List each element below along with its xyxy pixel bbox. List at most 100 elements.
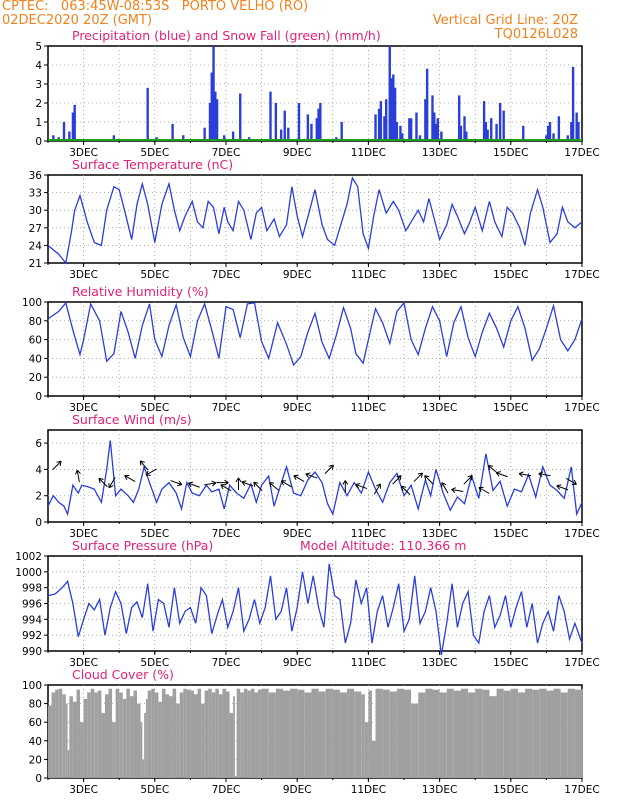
precip-bar	[425, 68, 429, 141]
cloud-bar	[254, 692, 259, 778]
panel-6	[44, 684, 583, 782]
y-tick-label: 992	[22, 630, 42, 642]
precip-bar	[415, 112, 418, 141]
wind-arrow-shaft	[188, 482, 200, 488]
wind-arrow	[204, 480, 217, 487]
x-tick-label: 15DEC	[493, 269, 528, 281]
x-tick-label: 13DEC	[422, 269, 457, 281]
wind-arrow-shaft	[52, 460, 62, 471]
wind-arrow-head	[211, 480, 217, 487]
cloud-bar	[404, 689, 412, 778]
precip-bar	[395, 122, 399, 141]
cloud-bar	[582, 688, 583, 778]
cloud-bar	[94, 692, 98, 778]
wind-arrow-shaft	[441, 482, 449, 494]
cloud-bar	[432, 689, 440, 778]
cloud-bar	[525, 688, 533, 778]
cloud-bar	[65, 703, 68, 778]
x-tick-label: 9DEC	[283, 269, 312, 281]
x-tick-label: 5DEC	[140, 147, 169, 159]
cloud-bar	[240, 692, 244, 778]
x-tick-label: 17DEC	[564, 402, 599, 414]
cloud-bar	[151, 688, 155, 778]
cloud-bar	[97, 690, 102, 778]
cloud-bar	[318, 691, 326, 778]
x-tick-label: 9DEC	[283, 147, 312, 159]
precip-bar	[436, 118, 440, 141]
y-tick-label: 60	[29, 335, 42, 347]
precip-bar	[570, 122, 573, 141]
precip-bar	[73, 104, 76, 141]
cloud-bar	[226, 691, 230, 778]
y-tick-label: 4	[35, 60, 42, 72]
cloud-bar	[354, 691, 362, 778]
wind-arrow-shaft	[241, 481, 254, 487]
wind-arrow-head	[495, 471, 501, 477]
cloud-bar	[211, 692, 216, 778]
cloud-bar	[197, 688, 202, 778]
precip-bar	[208, 103, 212, 141]
panel-1	[44, 45, 583, 145]
wind-arrow	[424, 475, 434, 485]
cloud-bar	[122, 698, 127, 778]
cloud-bar	[72, 701, 77, 778]
wind-arrow-shaft	[269, 482, 280, 491]
precip-bar	[393, 87, 397, 141]
wind-arrow	[187, 481, 200, 488]
cloud-bar	[204, 690, 209, 778]
wind-arrow-head	[139, 460, 145, 466]
precip-bar	[390, 78, 393, 141]
precip-bar	[482, 101, 486, 141]
cloud-bar	[375, 688, 383, 778]
y-tick-label: 33	[29, 188, 42, 200]
precip-bar	[68, 131, 71, 141]
precip-bar	[377, 108, 381, 141]
cloud-bar	[83, 698, 88, 778]
cloud-bar	[158, 701, 162, 778]
panel-title: Surface Temperature (nC)	[72, 157, 233, 172]
cloud-bar	[140, 722, 143, 778]
x-tick-label: 3DEC	[69, 147, 98, 159]
precip-bar	[171, 123, 174, 141]
wind-arrow-shaft	[413, 472, 423, 482]
cloud-bar	[503, 690, 511, 778]
cloud-bar	[218, 694, 223, 778]
cloud-bar	[169, 696, 173, 778]
y-tick-label: 21	[29, 258, 42, 270]
wind-arrow-shaft	[463, 475, 473, 485]
cloud-bar	[161, 688, 166, 778]
panel-frame	[47, 45, 583, 142]
cloud-bar	[311, 688, 319, 778]
cloud-bar	[108, 688, 113, 778]
precip-bar	[409, 118, 413, 141]
cloud-bar	[48, 705, 52, 778]
precip-bar	[408, 118, 411, 141]
y-tick-label: 0	[35, 136, 42, 148]
wind-arrow-head	[280, 480, 287, 486]
x-tick-label: 5DEC	[140, 784, 169, 796]
precip-bar	[546, 125, 550, 141]
y-tick-label: 1000	[15, 567, 42, 579]
precip-bar	[203, 127, 206, 141]
precip-bar	[214, 91, 217, 141]
precip-bar	[392, 74, 395, 141]
wind-arrow-shaft	[401, 485, 411, 496]
precip-bar	[374, 114, 377, 141]
wind-arrow-shaft	[392, 475, 402, 485]
precip-bar	[315, 118, 318, 141]
wind-arrow-head	[401, 485, 407, 491]
cloud-bar	[364, 722, 369, 778]
wind-arrow-shaft	[424, 475, 434, 485]
precip-bar	[490, 118, 493, 141]
x-tick-label: 9DEC	[283, 528, 312, 540]
wind-arrow-head	[467, 475, 473, 481]
x-tick-label: 7DEC	[212, 147, 241, 159]
precip-bar	[274, 103, 278, 141]
panel-title: Surface Pressure (hPa)	[72, 538, 213, 553]
cloud-bar	[87, 692, 91, 778]
wind-arrow-head	[145, 470, 151, 476]
panel-title: Surface Wind (m/s)	[72, 412, 192, 427]
y-tick-label: 36	[29, 170, 43, 182]
wind-arrow-head	[538, 471, 544, 478]
cloud-bar	[129, 696, 134, 778]
